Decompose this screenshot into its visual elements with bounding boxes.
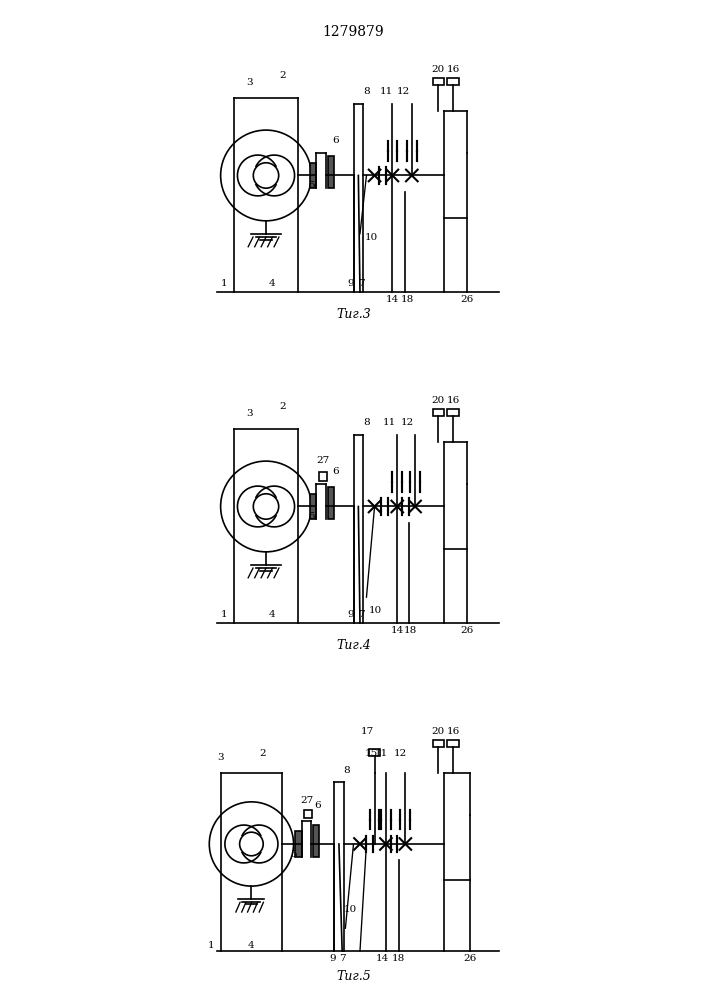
Text: 6: 6 xyxy=(332,136,339,145)
Text: 2: 2 xyxy=(259,749,266,758)
Text: 26: 26 xyxy=(464,954,477,963)
Text: 12: 12 xyxy=(400,418,414,427)
Text: 17: 17 xyxy=(361,727,374,736)
Bar xyxy=(433,409,444,416)
Text: 5: 5 xyxy=(308,181,315,190)
Text: 3: 3 xyxy=(247,409,253,418)
Text: Τиг.3: Τиг.3 xyxy=(336,308,371,321)
Text: 4: 4 xyxy=(248,941,255,950)
Text: 2: 2 xyxy=(279,71,286,80)
Text: 6: 6 xyxy=(332,467,339,476)
Text: 3: 3 xyxy=(217,753,224,762)
Text: 18: 18 xyxy=(392,954,405,963)
Bar xyxy=(319,472,327,481)
Text: 14: 14 xyxy=(386,295,399,304)
Text: 6: 6 xyxy=(315,801,321,810)
Bar xyxy=(433,78,444,85)
Text: 5: 5 xyxy=(291,850,297,859)
Bar xyxy=(448,409,459,416)
Text: 27: 27 xyxy=(300,796,313,805)
Text: 15: 15 xyxy=(365,749,378,758)
Text: 26: 26 xyxy=(460,295,474,304)
Text: 14: 14 xyxy=(391,626,404,635)
Text: Τиг.4: Τиг.4 xyxy=(336,639,371,652)
Bar xyxy=(328,487,334,519)
Text: 4: 4 xyxy=(269,610,276,619)
Text: 5: 5 xyxy=(308,512,315,521)
Text: 20: 20 xyxy=(431,396,445,405)
Text: 11: 11 xyxy=(379,87,392,96)
Bar xyxy=(448,78,459,85)
Text: 9: 9 xyxy=(347,610,354,619)
Bar xyxy=(310,494,316,519)
Bar xyxy=(433,740,444,747)
Text: 7: 7 xyxy=(358,610,365,619)
Bar xyxy=(295,831,302,857)
Text: 8: 8 xyxy=(363,418,370,427)
Bar xyxy=(310,162,316,188)
Text: 10: 10 xyxy=(369,606,382,615)
Text: 10: 10 xyxy=(344,905,357,914)
Bar xyxy=(369,749,380,756)
Text: 20: 20 xyxy=(431,65,445,74)
Text: 1: 1 xyxy=(208,941,214,950)
Text: 26: 26 xyxy=(460,626,474,635)
Bar xyxy=(304,810,312,818)
Text: 16: 16 xyxy=(447,65,460,74)
Text: 1: 1 xyxy=(221,279,227,288)
Text: 12: 12 xyxy=(394,749,407,758)
Text: 11: 11 xyxy=(375,749,387,758)
Text: 16: 16 xyxy=(447,727,460,736)
Text: 10: 10 xyxy=(365,233,378,242)
Text: 14: 14 xyxy=(376,954,390,963)
Text: 16: 16 xyxy=(447,396,460,405)
Text: 20: 20 xyxy=(431,727,445,736)
Text: 7: 7 xyxy=(339,954,346,963)
Text: 27: 27 xyxy=(316,456,329,465)
Text: 18: 18 xyxy=(404,626,417,635)
Bar xyxy=(313,825,319,857)
Text: 8: 8 xyxy=(344,766,351,775)
Text: 9: 9 xyxy=(347,279,354,288)
Text: 3: 3 xyxy=(247,78,253,87)
Bar xyxy=(448,740,459,747)
Bar xyxy=(328,156,334,188)
Text: 11: 11 xyxy=(382,418,396,427)
Text: Τиг.5: Τиг.5 xyxy=(336,970,371,983)
Text: 18: 18 xyxy=(401,295,414,304)
Text: 1279879: 1279879 xyxy=(322,25,385,39)
Text: 4: 4 xyxy=(269,279,276,288)
Text: 2: 2 xyxy=(279,402,286,411)
Text: 9: 9 xyxy=(329,954,336,963)
Text: 7: 7 xyxy=(358,279,365,288)
Text: 12: 12 xyxy=(397,87,410,96)
Text: 8: 8 xyxy=(363,87,370,96)
Text: 1: 1 xyxy=(221,610,227,619)
